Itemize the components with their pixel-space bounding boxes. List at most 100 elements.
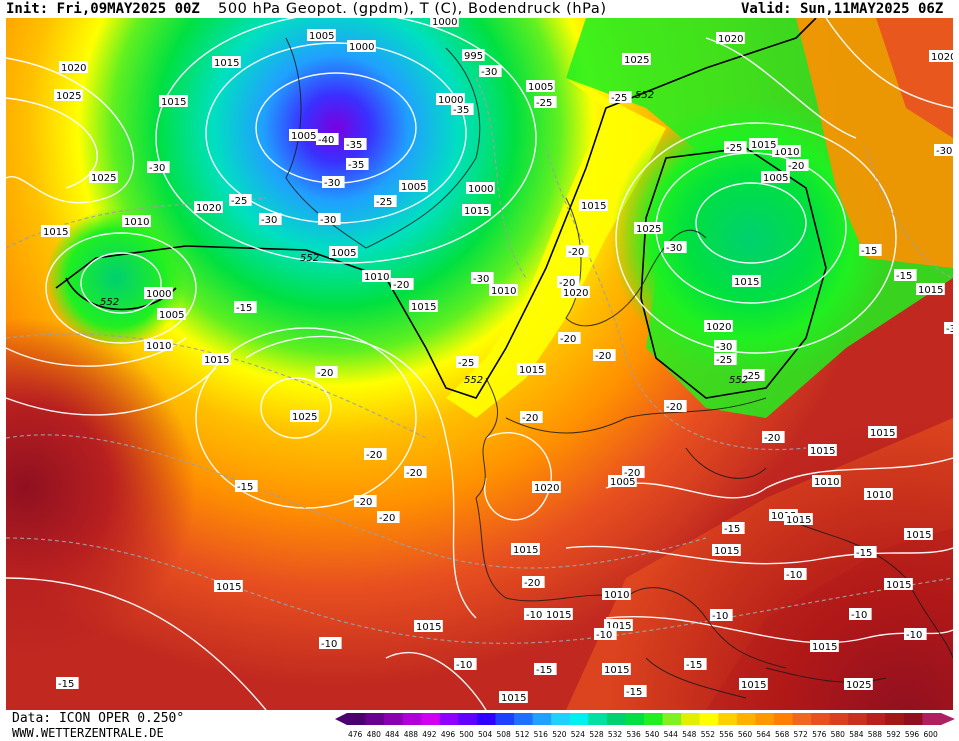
svg-text:-20: -20 xyxy=(788,161,804,172)
svg-text:1025: 1025 xyxy=(846,680,871,691)
colorbar-tick-label: 516 xyxy=(534,730,549,739)
temperature-labels: -30 -35 -35 -40 -35 -30 -30 -25 -30 -25 -30 -25 -25 -… xyxy=(56,65,953,698)
svg-text:1010: 1010 xyxy=(364,272,389,283)
svg-text:-25: -25 xyxy=(744,371,760,382)
svg-text:-20: -20 xyxy=(317,368,333,379)
isobar-label: 1015 xyxy=(517,363,546,376)
isobar-label: 1015 xyxy=(916,283,945,296)
isobar-label: 1015 xyxy=(784,513,813,526)
svg-text:-15: -15 xyxy=(236,303,252,314)
isobar-label: 1015 xyxy=(868,426,897,439)
svg-text:1015: 1015 xyxy=(161,97,186,108)
svg-text:1015: 1015 xyxy=(546,610,571,621)
svg-text:-20: -20 xyxy=(559,278,575,289)
colorbar-swatch xyxy=(439,713,459,725)
isotherm-label: -30 xyxy=(934,144,953,157)
colorbar-tick-label: 580 xyxy=(831,730,846,739)
svg-text:1020: 1020 xyxy=(196,203,221,214)
isobar-label: 1010 xyxy=(489,284,518,297)
svg-text:-25: -25 xyxy=(458,358,474,369)
svg-text:-30: -30 xyxy=(666,243,682,254)
svg-text:1025: 1025 xyxy=(292,412,317,423)
colorbar-swatch xyxy=(681,713,701,725)
colorbar-tick-label: 492 xyxy=(422,730,437,739)
svg-text:-10: -10 xyxy=(786,570,802,581)
isotherm-label: -10 xyxy=(904,628,927,641)
svg-text:-25: -25 xyxy=(536,98,552,109)
isobar-label: 1000 xyxy=(436,93,465,106)
svg-text:1005: 1005 xyxy=(763,173,788,184)
svg-text:1015: 1015 xyxy=(204,355,229,366)
geopotential-label: 552 xyxy=(635,90,654,101)
isobar-label: 1015 xyxy=(739,678,768,691)
svg-text:-25: -25 xyxy=(231,196,247,207)
isotherm-label: -30 xyxy=(944,322,953,335)
svg-text:-30: -30 xyxy=(261,215,277,226)
isotherm-label: -30 xyxy=(471,272,494,285)
svg-text:-10: -10 xyxy=(906,630,922,641)
isotherm-label: -30 xyxy=(714,340,737,353)
isobar-label: 1005 xyxy=(399,180,428,193)
colorbar-tick-label: 488 xyxy=(404,730,419,739)
isobar-label: 1020 xyxy=(561,286,590,299)
colorbar-swatch xyxy=(903,713,923,725)
geopotential-label: 552 xyxy=(464,375,483,386)
svg-text:-15: -15 xyxy=(686,660,702,671)
isobar-label: 1015 xyxy=(414,620,443,633)
svg-text:-15: -15 xyxy=(536,665,552,676)
svg-text:1000: 1000 xyxy=(438,95,463,106)
colorbar-swatch xyxy=(347,713,367,725)
colorbar-swatch xyxy=(384,713,404,725)
svg-text:-15: -15 xyxy=(58,679,74,690)
weather-map[interactable]: 1000 1005 1000 995 1015 1020 1025 1015 1005 1000 1… xyxy=(6,18,953,710)
svg-text:1015: 1015 xyxy=(714,546,739,557)
isobar-label: 1005 xyxy=(157,308,186,321)
isobar-label: 1015 xyxy=(499,691,528,704)
svg-text:-20: -20 xyxy=(379,513,395,524)
svg-text:-20: -20 xyxy=(595,351,611,362)
svg-text:-30: -30 xyxy=(324,178,340,189)
isobar-label: 1025 xyxy=(634,222,663,235)
colorbar-tick-label: 548 xyxy=(682,730,697,739)
svg-text:-35: -35 xyxy=(348,160,364,171)
isobar-label: 1025 xyxy=(622,53,651,66)
colorbar-swatch xyxy=(699,713,719,725)
colorbar-swatch xyxy=(755,713,775,725)
svg-text:-20: -20 xyxy=(764,433,780,444)
svg-text:-40: -40 xyxy=(318,135,334,146)
colorbar-arrow-right xyxy=(941,713,955,725)
colorbar-tick-label: 540 xyxy=(645,730,660,739)
colorbar-swatch xyxy=(866,713,886,725)
isobar-label: 1010 xyxy=(602,588,631,601)
isobar-label: 1020 xyxy=(194,201,223,214)
svg-text:-35: -35 xyxy=(346,140,362,151)
svg-text:-30: -30 xyxy=(946,324,953,335)
isotherm-label: -15 xyxy=(684,658,707,671)
svg-text:1005: 1005 xyxy=(331,248,356,259)
svg-text:1005: 1005 xyxy=(309,31,334,42)
colorbar-tick-label: 528 xyxy=(589,730,604,739)
svg-text:1015: 1015 xyxy=(43,227,68,238)
isobar-label: 1015 xyxy=(212,56,241,69)
isobar-label: 1020 xyxy=(704,320,733,333)
svg-text:-20: -20 xyxy=(356,497,372,508)
svg-text:1015: 1015 xyxy=(812,642,837,653)
isotherm-label: -20 xyxy=(593,349,616,362)
svg-text:1000: 1000 xyxy=(432,18,457,28)
svg-text:1010: 1010 xyxy=(124,217,149,228)
svg-text:-30: -30 xyxy=(481,67,497,78)
isotherm-label: -35 xyxy=(344,138,367,151)
svg-text:1015: 1015 xyxy=(411,302,436,313)
isotherm-label: -15 xyxy=(894,269,917,282)
colorbar-swatch xyxy=(922,713,942,725)
colorbar-tick-label: 600 xyxy=(923,730,938,739)
isotherm-label: -10 xyxy=(710,609,733,622)
isobar-label: 1010 xyxy=(144,339,173,352)
map-header: Init: Fri,09MAY2025 00Z 500 hPa Geopot. … xyxy=(0,0,959,18)
svg-text:1010: 1010 xyxy=(774,147,799,158)
svg-text:-20: -20 xyxy=(568,247,584,258)
isobar-label: 1020 xyxy=(716,32,745,45)
map-footer: Data: ICON OPER 0.250° WWW.WETTERZENTRAL… xyxy=(0,710,959,741)
isotherm-label: -20 xyxy=(404,466,427,479)
isobar-label: 1015 xyxy=(732,275,761,288)
